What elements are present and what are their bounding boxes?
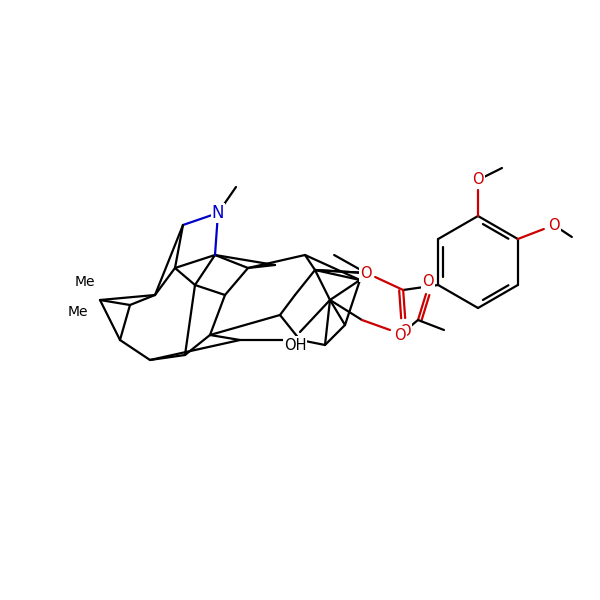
Text: OH: OH — [284, 337, 306, 352]
Text: O: O — [472, 173, 484, 187]
Text: O: O — [400, 323, 411, 338]
Text: O: O — [361, 265, 372, 280]
Text: O: O — [548, 217, 560, 232]
Text: Me: Me — [68, 305, 88, 319]
Text: O: O — [422, 274, 434, 289]
Text: Me: Me — [75, 275, 95, 289]
Text: N: N — [212, 204, 224, 222]
Text: O: O — [394, 328, 406, 343]
